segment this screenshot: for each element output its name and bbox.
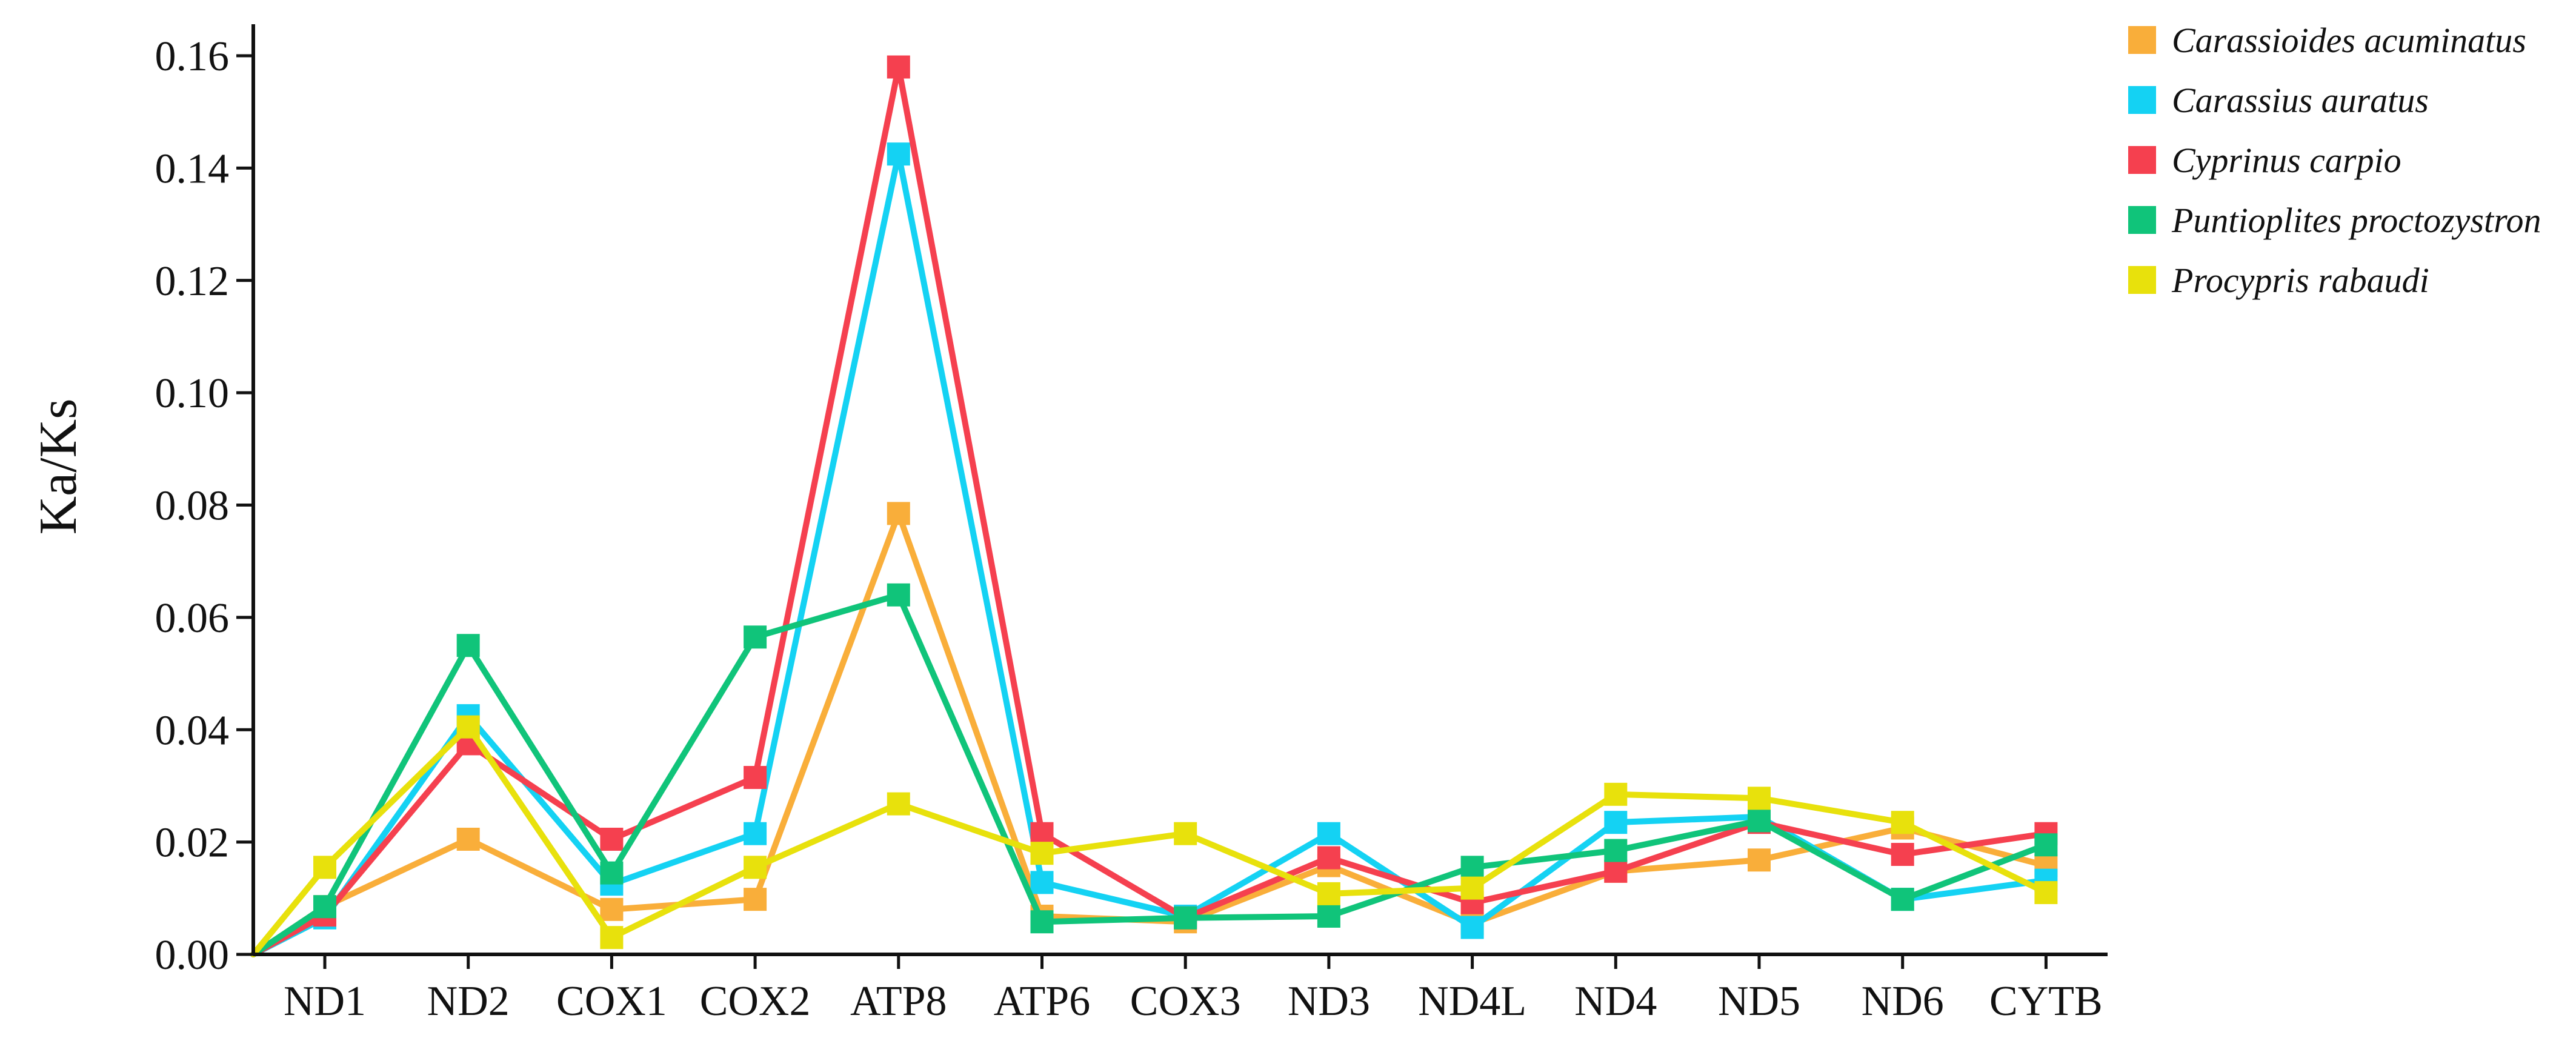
series-line xyxy=(250,64,2049,957)
data-point-marker xyxy=(1891,888,1914,911)
data-point-marker xyxy=(744,822,767,845)
x-tick-label: ND5 xyxy=(1718,978,1800,1025)
x-tick-label: ATP8 xyxy=(850,978,947,1025)
data-point-marker xyxy=(744,766,767,790)
data-point-marker xyxy=(313,856,336,879)
x-tick-label: ND2 xyxy=(427,978,510,1025)
x-tick-label: ND6 xyxy=(1862,978,1944,1025)
data-point-marker xyxy=(1174,906,1197,930)
data-point-marker xyxy=(1030,910,1054,934)
data-point-marker xyxy=(1317,904,1340,928)
data-point-marker xyxy=(1604,811,1628,834)
y-axis-title: Ka/Ks xyxy=(29,399,88,535)
x-tick-label: CYTB xyxy=(1989,978,2103,1025)
x-tick-label: ND4 xyxy=(1574,978,1657,1025)
y-tick-label: 0.02 xyxy=(155,820,230,867)
legend-label: Carassius auratus xyxy=(2172,81,2429,120)
y-tick-label: 0.04 xyxy=(155,707,230,754)
data-point-marker xyxy=(1317,846,1340,870)
y-tick-label: 0.16 xyxy=(155,33,230,80)
data-point-marker xyxy=(456,715,480,739)
series-line xyxy=(250,724,2049,957)
data-point-marker xyxy=(1748,809,1771,833)
legend-label: Cyprinus carpio xyxy=(2172,141,2401,180)
x-tick-label: ND1 xyxy=(284,978,366,1025)
data-point-marker xyxy=(1317,882,1340,905)
legend-label: Puntioplites proctozystron xyxy=(2171,201,2541,240)
data-point-marker xyxy=(1174,822,1197,845)
data-point-marker xyxy=(1460,856,1484,879)
data-point-marker xyxy=(600,926,624,950)
x-tick-label: COX3 xyxy=(1130,978,1241,1025)
data-point-marker xyxy=(1891,843,1914,867)
x-tick-label: ATP6 xyxy=(994,978,1090,1025)
data-point-marker xyxy=(600,827,624,851)
y-ticks: 0.00 0.02 0.04 0.06 0.08 0.10 0.12 0.14 0.16 xyxy=(155,33,253,979)
data-point-marker xyxy=(456,634,480,657)
x-tick-label: COX2 xyxy=(700,978,811,1025)
series-layer xyxy=(250,55,2058,957)
data-point-marker xyxy=(1460,876,1484,900)
series-group xyxy=(250,583,2058,957)
legend-swatch xyxy=(2128,86,2156,114)
legend-swatch xyxy=(2128,266,2156,294)
y-tick-label: 0.08 xyxy=(155,483,230,530)
data-point-marker xyxy=(456,827,480,851)
data-point-marker xyxy=(1604,782,1628,806)
y-tick-label: 0.06 xyxy=(155,595,230,642)
data-point-marker xyxy=(1030,822,1054,845)
data-point-marker xyxy=(1748,848,1771,872)
x-tick-label: COX1 xyxy=(556,978,667,1025)
series-group xyxy=(250,55,2058,957)
data-point-marker xyxy=(2034,881,2058,905)
y-tick-label: 0.00 xyxy=(155,932,230,979)
data-point-marker xyxy=(887,55,910,79)
y-tick-label: 0.10 xyxy=(155,370,230,417)
series-group xyxy=(250,715,2058,957)
x-tick-label: ND3 xyxy=(1288,978,1370,1025)
axes-layer xyxy=(251,24,2108,956)
legend-swatch xyxy=(2128,206,2156,234)
legend: Carassioides acuminatus Carassius auratus… xyxy=(2128,21,2541,300)
data-point-marker xyxy=(1891,811,1914,834)
x-ticks: ND1 ND2 COX1 COX2 ATP8 ATP6 COX3 ND3 ND4L ND4 ND5 N… xyxy=(284,954,2103,1025)
data-point-marker xyxy=(1030,842,1054,865)
data-point-marker xyxy=(1604,839,1628,862)
series-line xyxy=(250,591,2049,957)
data-point-marker xyxy=(2034,833,2058,857)
data-point-marker xyxy=(1317,822,1340,845)
legend-swatch xyxy=(2128,26,2156,54)
legend-label: Carassioides acuminatus xyxy=(2172,21,2526,60)
data-point-marker xyxy=(600,861,624,885)
data-point-marker xyxy=(744,856,767,879)
data-point-marker xyxy=(887,792,910,816)
data-point-marker xyxy=(1748,787,1771,810)
data-point-marker xyxy=(1030,871,1054,894)
y-tick-label: 0.12 xyxy=(155,258,230,305)
data-point-marker xyxy=(600,897,624,921)
data-point-marker xyxy=(887,583,910,607)
legend-label: Procypris rabaudi xyxy=(2171,261,2429,300)
data-point-marker xyxy=(887,502,910,525)
data-point-marker xyxy=(744,625,767,649)
data-point-marker xyxy=(1604,859,1628,883)
legend-swatch xyxy=(2128,146,2156,174)
data-point-marker xyxy=(887,142,910,166)
data-point-marker xyxy=(1460,916,1484,939)
data-point-marker xyxy=(313,895,336,919)
x-tick-label: ND4L xyxy=(1418,978,1526,1025)
data-point-marker xyxy=(744,888,767,911)
y-tick-label: 0.14 xyxy=(155,145,230,192)
series-line xyxy=(250,151,2049,957)
